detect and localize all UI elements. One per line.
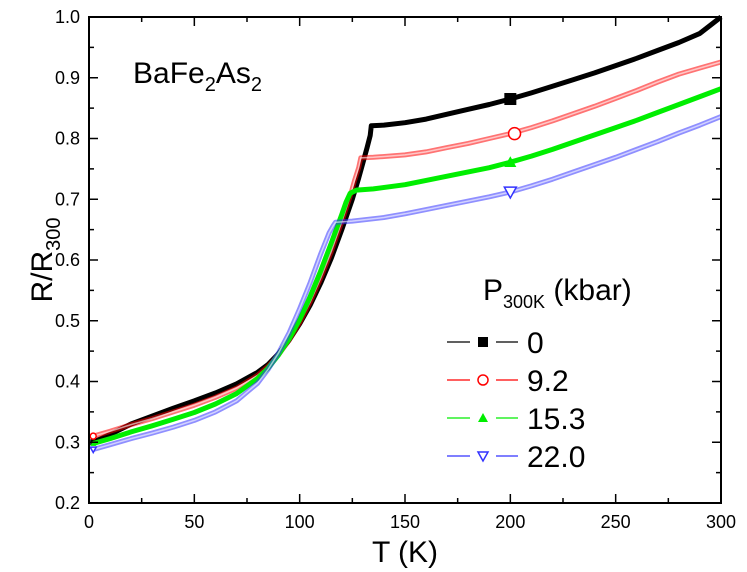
compound-annotation: BaFe2As2 <box>133 57 262 96</box>
legend-title: P300K (kbar) <box>483 274 632 312</box>
legend-label: 15.3 <box>527 403 585 436</box>
data-series <box>88 15 723 455</box>
legend-entry: 22.0 <box>447 441 585 474</box>
x-tick-label: 100 <box>285 512 315 532</box>
x-axis-ticks: 0 50 100 150 200 250 300 <box>84 17 736 532</box>
legend-label: 9.2 <box>527 365 569 398</box>
legend-entry: 0 <box>447 327 544 360</box>
x-tick-label: 0 <box>84 512 94 532</box>
x-axis-label: T (K) <box>372 536 438 569</box>
y-tick-label: 1.0 <box>55 7 80 27</box>
legend-label: 0 <box>527 327 544 360</box>
y-tick-label: 0.5 <box>55 311 80 331</box>
y-tick-label: 0.2 <box>55 493 80 513</box>
y-tick-label: 0.6 <box>55 250 80 270</box>
highlight-markers <box>503 93 522 200</box>
legend-entry: 15.3 <box>447 403 585 436</box>
x-tick-label: 250 <box>601 512 631 532</box>
highlight-marker <box>507 126 522 141</box>
x-tick-label: 300 <box>706 512 736 532</box>
legend: P300K (kbar) 0 9.2 15.3 22.0 <box>447 274 632 474</box>
x-tick-label: 150 <box>390 512 420 532</box>
y-tick-label: 0.3 <box>55 432 80 452</box>
legend-label: 22.0 <box>527 441 585 474</box>
y-tick-label: 0.8 <box>55 129 80 149</box>
y-axis-label: R/R300 <box>26 217 65 302</box>
legend-entry: 9.2 <box>447 365 569 398</box>
series-9-2 <box>89 59 722 440</box>
y-tick-label: 0.9 <box>55 68 80 88</box>
highlight-marker <box>504 156 517 167</box>
y-tick-label: 0.4 <box>55 372 80 392</box>
highlight-marker <box>503 186 518 200</box>
highlight-marker <box>504 93 517 106</box>
series-15-3 <box>90 86 722 446</box>
series-22-0 <box>88 114 722 455</box>
x-tick-label: 200 <box>495 512 525 532</box>
x-tick-label: 50 <box>184 512 204 532</box>
y-axis-ticks: 0.2 0.3 0.4 0.5 0.6 0.7 0.8 0.9 1.0 <box>55 7 721 513</box>
y-tick-label: 0.7 <box>55 189 80 209</box>
